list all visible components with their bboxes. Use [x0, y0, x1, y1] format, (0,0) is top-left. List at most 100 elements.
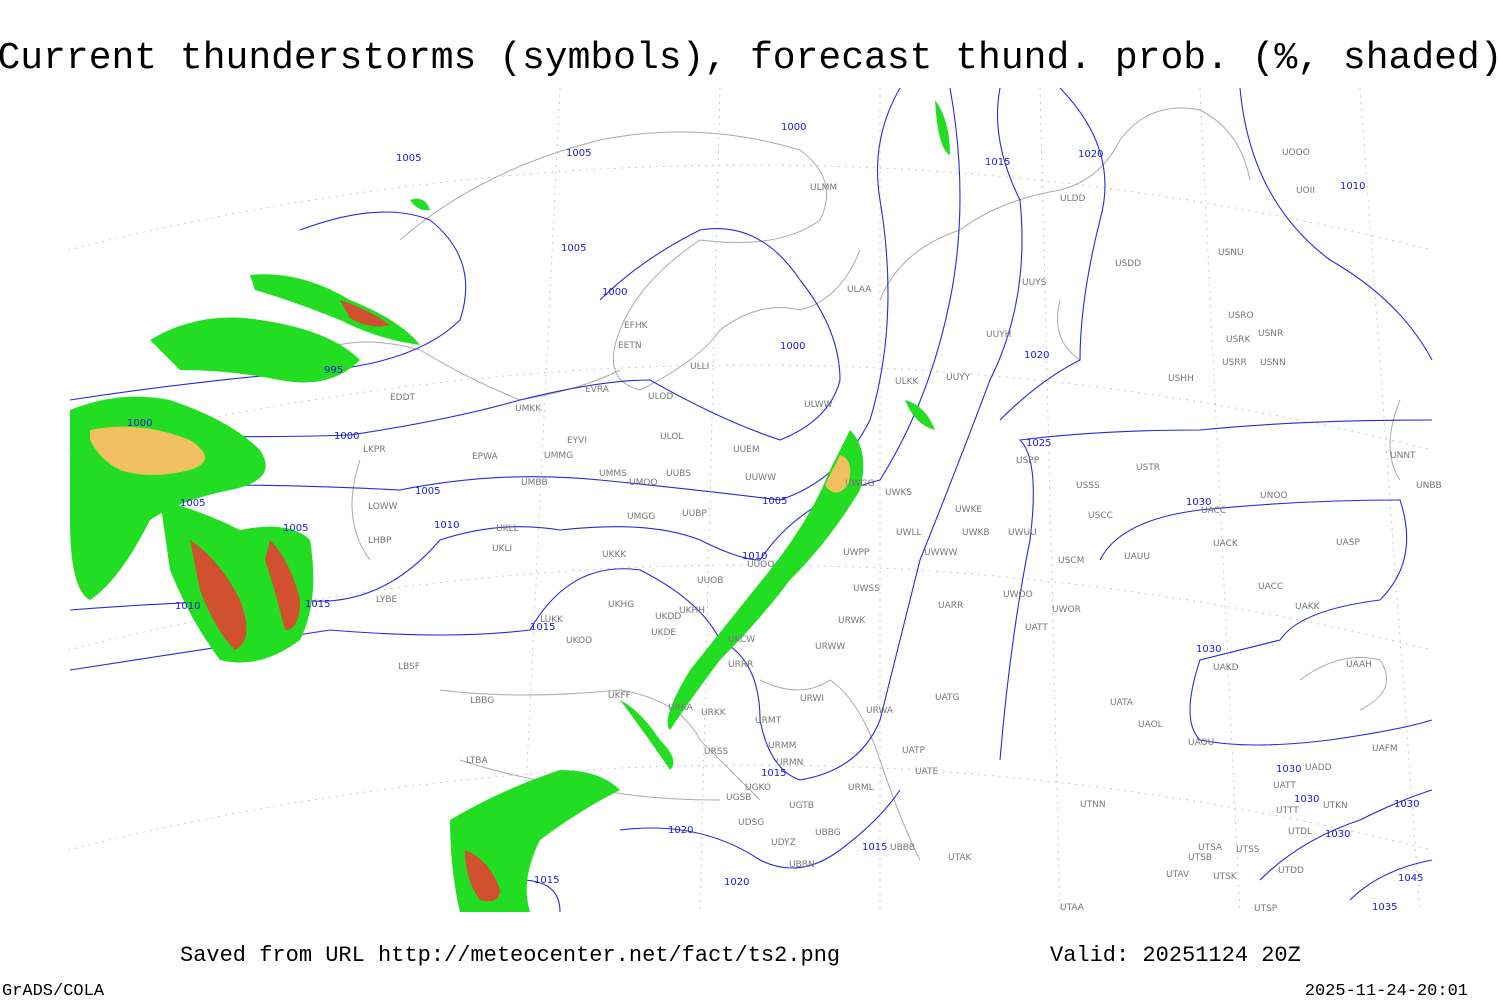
isobar-label: 1005 — [283, 523, 308, 534]
isobar-label: 1005 — [180, 498, 205, 509]
station-label: UTTT — [1276, 806, 1299, 816]
isobar-label: 1015 — [305, 599, 330, 610]
isobar-line — [69, 228, 841, 441]
thunder-probability — [70, 100, 950, 912]
station-label: UAFM — [1372, 744, 1398, 754]
station-label: UKHH — [679, 606, 705, 616]
station-label: UTSA — [1198, 843, 1223, 853]
station-label: URKA — [668, 703, 694, 713]
station-label: URWK — [838, 616, 866, 626]
station-label: UDSG — [738, 818, 764, 828]
coastlines — [299, 107, 1401, 861]
prob-shade — [667, 430, 864, 730]
station-label: LOWW — [368, 502, 398, 512]
coast-arctic — [879, 107, 1401, 481]
isobar-line — [69, 87, 1023, 781]
isobar-label: 1015 — [985, 157, 1010, 168]
station-label: LBBG — [470, 696, 494, 706]
station-label: UAKD — [1213, 663, 1239, 673]
prob-shade — [340, 300, 390, 327]
isobar-label: 1020 — [724, 877, 749, 888]
station-label: UUOO — [747, 560, 774, 570]
station-label: URWI — [800, 694, 824, 704]
isobar-label: 1015 — [761, 768, 786, 779]
station-label: UWSS — [853, 584, 880, 594]
station-label: URMT — [755, 716, 782, 726]
station-label: UAOU — [1188, 738, 1214, 748]
station-label: EFHK — [624, 321, 649, 331]
isobar-label: 1000 — [334, 431, 359, 442]
isobar-line — [69, 87, 961, 611]
isobar-label: 1045 — [1398, 873, 1423, 884]
isobar-line — [1239, 87, 1433, 901]
isobar-line — [999, 87, 1433, 761]
station-label: UATT — [1025, 623, 1048, 633]
station-label: UATA — [1110, 698, 1134, 708]
station-label: UMBB — [521, 478, 548, 488]
isobar-label: 1005 — [561, 243, 586, 254]
station-label: UAOL — [1138, 720, 1163, 730]
station-label: UATE — [915, 767, 939, 777]
station-label: UWGG — [845, 479, 874, 489]
station-label: URMM — [768, 741, 796, 751]
station-label: UOII — [1296, 186, 1315, 196]
isobar-label: 1010 — [742, 551, 767, 562]
station-label: ULMM — [810, 183, 837, 193]
station-label: USPP — [1016, 456, 1040, 466]
station-label: UGSB — [726, 793, 751, 803]
isobar-label: 1020 — [1024, 350, 1049, 361]
isobar-label: 1030 — [1196, 644, 1221, 655]
map-frame — [68, 88, 1432, 912]
station-label: UASP — [1336, 538, 1360, 548]
station-label: UNNT — [1390, 451, 1416, 461]
isobar-label: 1030 — [1276, 764, 1301, 775]
station-label: URWA — [866, 706, 894, 716]
station-label: UTDL — [1288, 827, 1312, 837]
station-label: UTSP — [1254, 904, 1278, 914]
station-label: UTNN — [1080, 800, 1106, 810]
station-label: UAAH — [1346, 660, 1372, 670]
station-label: ULOD — [648, 392, 673, 402]
station-labels: ULMM ULDD USDD USNU UOOO UOII ULAA UUYS USRO USRK… — [363, 148, 1442, 914]
station-label: LTBA — [466, 756, 488, 766]
station-label: URWW — [815, 642, 845, 652]
station-label: UTAA — [1060, 903, 1085, 913]
station-label: UBBN — [789, 860, 815, 870]
isobar-label: 1010 — [1340, 181, 1365, 192]
station-label: UARR — [938, 601, 963, 611]
station-label: USRR — [1222, 358, 1247, 368]
prob-shade — [160, 500, 314, 663]
station-label: UATG — [935, 693, 960, 703]
station-label: UATP — [902, 746, 926, 756]
station-label: UACC — [1201, 506, 1226, 516]
station-label: UMGG — [627, 512, 655, 522]
station-label: UMMG — [544, 451, 573, 461]
station-label: EETN — [618, 341, 642, 351]
valid-time: Valid: 20251124 20Z — [1050, 943, 1301, 968]
station-label: LUKK — [540, 615, 564, 625]
station-label: UWLL — [896, 528, 922, 538]
station-label: UKLI — [492, 544, 512, 554]
station-label: UKDE — [651, 628, 676, 638]
station-label: UGTB — [789, 801, 814, 811]
isobar-label: 1005 — [396, 153, 421, 164]
isobar-label: 1000 — [780, 341, 805, 352]
station-label: UMMS — [599, 469, 627, 479]
isobar-line — [69, 87, 901, 501]
coast-scandinavia — [399, 131, 861, 391]
station-label: UKFF — [608, 691, 631, 701]
station-label: ULWW — [804, 400, 833, 410]
station-label: EPWA — [472, 452, 499, 462]
software-credit: GrADS/COLA — [2, 982, 105, 1000]
station-label: UATT — [1273, 781, 1296, 791]
prob-shade — [190, 540, 247, 650]
station-label: UUYH — [986, 330, 1011, 340]
station-label: URKK — [701, 708, 727, 718]
station-label: ULLI — [690, 362, 709, 372]
station-label: USNU — [1218, 248, 1244, 258]
station-label: UAUU — [1124, 552, 1150, 562]
isobar-label: 1015 — [534, 875, 559, 886]
station-label: USNN — [1260, 358, 1286, 368]
station-label: USNR — [1258, 329, 1283, 339]
